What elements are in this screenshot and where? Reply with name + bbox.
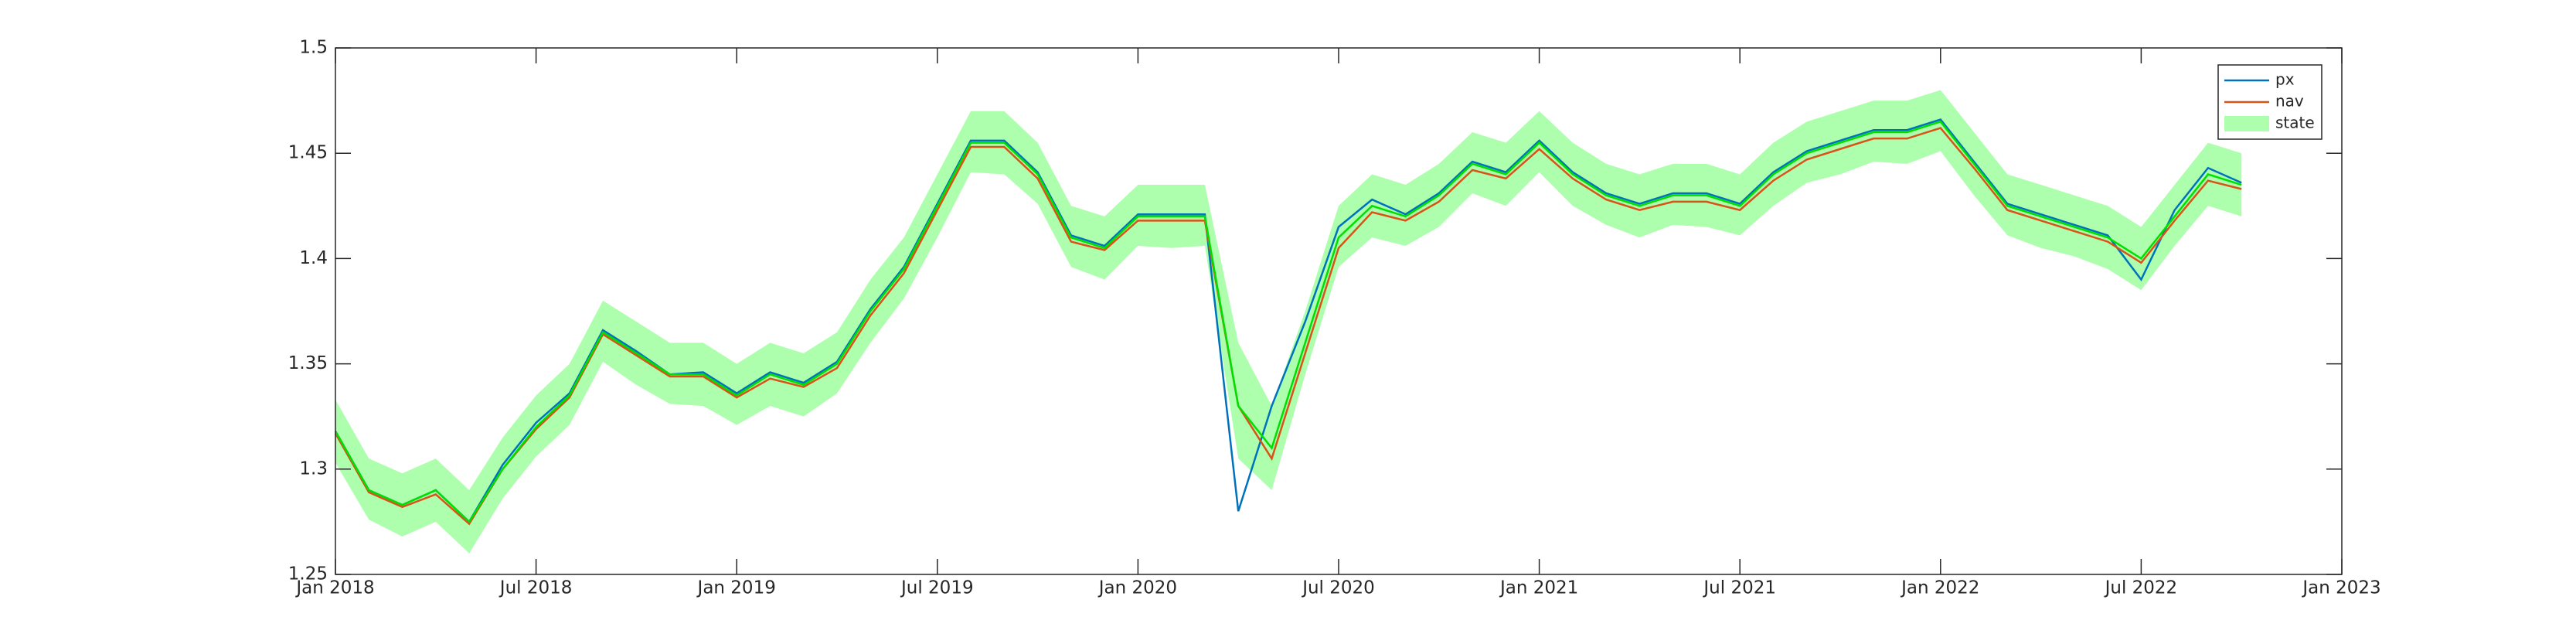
x-tick-label: Jan 2022 — [1900, 578, 1979, 598]
x-tick-label: Jan 2023 — [2301, 578, 2380, 598]
x-tick-label: Jul 2020 — [1301, 578, 1375, 598]
legend-label: nav — [2275, 92, 2304, 111]
x-tick-label: Jan 2018 — [294, 578, 374, 598]
x-tick-label: Jul 2021 — [1702, 578, 1776, 598]
legend: px nav state — [2217, 64, 2322, 140]
legend-swatch — [2224, 116, 2269, 131]
state-band — [335, 90, 2242, 554]
x-tick-label: Jan 2021 — [1499, 578, 1578, 598]
y-tick-label: 1.45 — [288, 143, 328, 163]
x-tick-label: Jan 2019 — [696, 578, 776, 598]
y-tick-label: 1.4 — [299, 248, 328, 268]
y-tick-label: 1.35 — [288, 353, 328, 373]
legend-label: px — [2275, 70, 2295, 89]
x-tick-label: Jul 2022 — [2104, 578, 2178, 598]
y-tick-label: 1.3 — [299, 458, 328, 479]
x-tick-label: Jan 2020 — [1097, 578, 1177, 598]
series-line — [334, 120, 2242, 523]
x-tick-label: Jul 2018 — [499, 578, 573, 598]
series-line — [334, 127, 2242, 526]
legend-label: state — [2275, 114, 2315, 132]
y-tick-label: 1.25 — [288, 564, 328, 584]
x-tick-label: Jul 2019 — [900, 578, 974, 598]
y-tick-label: 1.5 — [299, 38, 328, 58]
